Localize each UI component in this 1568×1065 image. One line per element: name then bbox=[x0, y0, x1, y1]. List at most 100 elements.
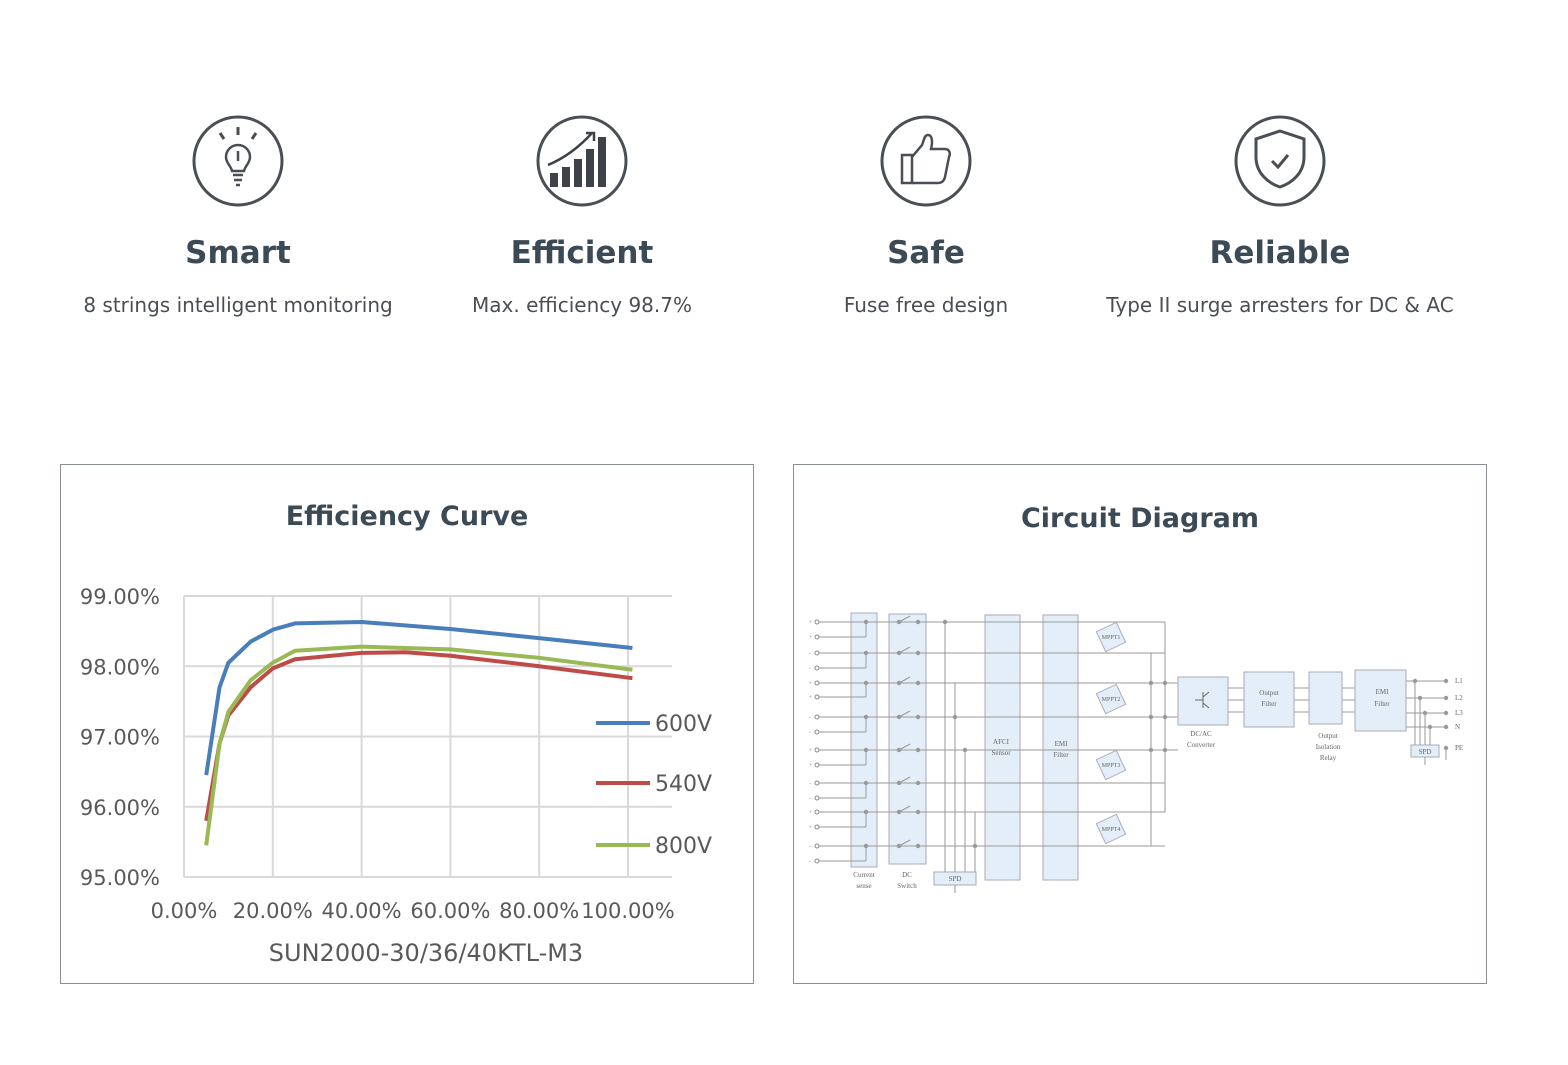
wire bbox=[898, 646, 911, 654]
feature-subtitle: Type II surge arresters for DC & AC bbox=[1106, 293, 1454, 317]
emi-ac-label: Filter bbox=[1374, 700, 1390, 708]
input-terminal bbox=[814, 650, 820, 656]
junction-dot bbox=[1148, 714, 1154, 720]
y-tick-label: 97.00% bbox=[80, 726, 160, 750]
junction-dot bbox=[915, 780, 921, 786]
input-polarity: + bbox=[809, 748, 813, 754]
circuit-diagram-panel: Circuit Diagram + + - - + + - - + + - - + + - - MPPT1 MPP… bbox=[793, 464, 1487, 984]
legend-label: 540V bbox=[655, 772, 712, 797]
output-terminal-label: L1 bbox=[1455, 677, 1463, 685]
wire bbox=[898, 839, 911, 847]
input-polarity: - bbox=[809, 666, 811, 672]
x-tick-label: 0.00% bbox=[151, 899, 218, 923]
wire bbox=[898, 710, 911, 718]
input-terminal bbox=[814, 619, 820, 625]
input-polarity: - bbox=[809, 859, 811, 865]
circuit-diagram: + + - - + + - - + + - - + + - - MPPT1 MPPT2 MPPT3 MPPT4 L1 L2… bbox=[809, 612, 1463, 893]
junction-dot bbox=[1443, 724, 1449, 730]
input-polarity: + bbox=[809, 810, 813, 816]
transistor-icon bbox=[1195, 691, 1210, 709]
y-tick-label: 95.00% bbox=[80, 866, 160, 890]
junction-dot bbox=[1162, 747, 1168, 753]
mppt-block bbox=[1095, 749, 1127, 781]
afci-label: AFCI bbox=[993, 738, 1010, 746]
current-sense-block bbox=[850, 612, 878, 868]
wire bbox=[898, 743, 911, 751]
input-polarity: + bbox=[809, 681, 813, 687]
junction-dot bbox=[972, 843, 978, 849]
input-terminal bbox=[814, 729, 820, 735]
input-polarity: - bbox=[809, 781, 811, 787]
input-polarity: + bbox=[809, 825, 813, 831]
input-polarity: - bbox=[809, 844, 811, 850]
bar-chart-growth-icon bbox=[536, 115, 628, 207]
mppt-label: MPPT4 bbox=[1102, 827, 1121, 833]
feature-subtitle: 8 strings intelligent monitoring bbox=[83, 293, 393, 317]
input-terminal bbox=[814, 714, 820, 720]
junction-dot bbox=[1443, 695, 1449, 701]
junction-dot bbox=[942, 619, 948, 625]
current-sense-label: Current bbox=[853, 871, 874, 879]
feature-subtitle: Max. efficiency 98.7% bbox=[472, 293, 692, 317]
afci-sensor-block bbox=[984, 614, 1021, 881]
emi-dc-label: Filter bbox=[1053, 751, 1069, 759]
input-terminal bbox=[814, 665, 820, 671]
emi-dc-label: EMI bbox=[1055, 740, 1069, 748]
junction-dot bbox=[915, 714, 921, 720]
legend-label: 600V bbox=[655, 712, 712, 737]
mppt-block bbox=[1095, 621, 1127, 653]
feature-title: Reliable bbox=[1209, 235, 1351, 271]
mppt-block bbox=[1095, 683, 1127, 715]
relay-label: Relay bbox=[1320, 754, 1337, 762]
input-polarity: + bbox=[809, 763, 813, 769]
dcac-label: Converter bbox=[1187, 741, 1216, 749]
input-terminal bbox=[814, 762, 820, 768]
junction-dot bbox=[952, 714, 958, 720]
input-terminal bbox=[814, 795, 820, 801]
series-line-600V bbox=[204, 619, 633, 776]
junction-dot bbox=[915, 619, 921, 625]
output-terminal-label: L3 bbox=[1455, 709, 1463, 717]
input-terminal bbox=[814, 843, 820, 849]
current-sense-label: sense bbox=[856, 882, 871, 890]
feature-efficient: Efficient Max. efficiency 98.7% bbox=[392, 115, 772, 317]
input-polarity: - bbox=[809, 651, 811, 657]
input-terminal bbox=[814, 694, 820, 700]
dc-switch-block bbox=[888, 613, 927, 865]
junction-dot bbox=[1162, 714, 1168, 720]
wire bbox=[898, 615, 911, 623]
series-line-800V bbox=[204, 644, 633, 846]
panel-title: Efficiency Curve bbox=[285, 501, 529, 532]
y-tick-label: 98.00% bbox=[80, 655, 160, 679]
mppt-label: MPPT1 bbox=[1102, 635, 1121, 641]
spd-ac-label: SPD bbox=[1419, 748, 1432, 756]
input-polarity: - bbox=[809, 796, 811, 802]
x-tick-label: 60.00% bbox=[410, 899, 490, 923]
x-tick-label: 80.00% bbox=[499, 899, 579, 923]
input-polarity: + bbox=[809, 695, 813, 701]
x-tick-label: 20.00% bbox=[233, 899, 313, 923]
input-polarity: - bbox=[809, 730, 811, 736]
efficiency-curve-panel: Efficiency Curve 99.00% 98.00% 97.00% 96.00… bbox=[60, 464, 754, 984]
legend-label: 800V bbox=[655, 834, 712, 859]
y-tick-label: 96.00% bbox=[80, 796, 160, 820]
lightbulb-icon bbox=[192, 115, 284, 207]
wire bbox=[898, 805, 911, 813]
output-terminal-label: L2 bbox=[1455, 694, 1463, 702]
input-terminal bbox=[814, 747, 820, 753]
junction-dot bbox=[915, 843, 921, 849]
output-terminal-label: N bbox=[1455, 723, 1460, 731]
feature-reliable: Reliable Type II surge arresters for DC … bbox=[1090, 115, 1470, 317]
input-terminal bbox=[814, 680, 820, 686]
mppt-label: MPPT2 bbox=[1102, 697, 1121, 703]
junction-dot bbox=[915, 680, 921, 686]
emi-ac-label: EMI bbox=[1376, 688, 1390, 696]
junction-dot bbox=[1443, 678, 1449, 684]
output-filter-block bbox=[1243, 671, 1295, 728]
output-filter-label: Output bbox=[1259, 689, 1279, 697]
relay-label: Output bbox=[1318, 732, 1338, 740]
output-filter-label: Filter bbox=[1261, 700, 1277, 708]
output-isolation-relay-block bbox=[1308, 671, 1343, 725]
junction-dot bbox=[1148, 680, 1154, 686]
